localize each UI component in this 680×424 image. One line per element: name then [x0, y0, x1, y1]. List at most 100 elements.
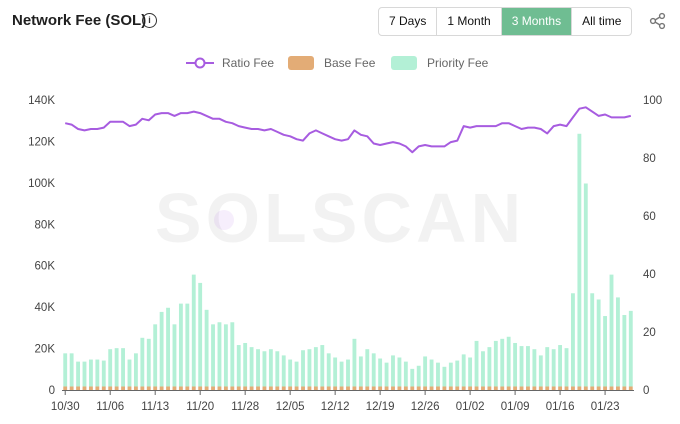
legend-item-base-fee[interactable]: Base Fee [288, 52, 375, 74]
base-fee-bar[interactable] [532, 386, 537, 390]
priority-fee-bar[interactable] [294, 361, 299, 387]
priority-fee-bar[interactable] [513, 342, 518, 387]
priority-fee-bar[interactable] [236, 345, 241, 387]
priority-fee-bar[interactable] [397, 357, 402, 387]
priority-fee-bar[interactable] [429, 359, 434, 387]
priority-fee-bar[interactable] [616, 297, 620, 387]
base-fee-bar[interactable] [358, 386, 363, 390]
base-fee-bar[interactable] [500, 386, 505, 390]
priority-fee-bar[interactable] [468, 357, 473, 387]
priority-fee-bar[interactable] [230, 322, 235, 387]
priority-fee-bar[interactable] [281, 355, 286, 387]
base-fee-bar[interactable] [545, 386, 550, 390]
priority-fee-bar[interactable] [185, 303, 190, 387]
priority-fee-bar[interactable] [313, 347, 318, 387]
base-fee-bar[interactable] [223, 386, 228, 390]
priority-fee-bar[interactable] [178, 303, 183, 387]
base-fee-bar[interactable] [609, 386, 614, 390]
priority-fee-bar[interactable] [217, 322, 222, 387]
base-fee-bar[interactable] [185, 386, 190, 390]
priority-fee-bar[interactable] [436, 362, 440, 387]
priority-fee-bar[interactable] [82, 361, 87, 387]
priority-fee-bar[interactable] [114, 348, 119, 387]
priority-fee-bar[interactable] [378, 358, 383, 387]
priority-fee-bar[interactable] [301, 350, 305, 387]
priority-fee-bar[interactable] [69, 353, 74, 387]
base-fee-bar[interactable] [403, 386, 408, 390]
priority-fee-bar[interactable] [211, 324, 215, 387]
range-7-days-button[interactable]: 7 Days [379, 8, 438, 35]
priority-fee-bar[interactable] [153, 324, 158, 387]
priority-fee-bar[interactable] [571, 293, 575, 387]
range-all-time-button[interactable]: All time [582, 14, 622, 28]
priority-fee-bar[interactable] [346, 359, 350, 387]
base-fee-bar[interactable] [468, 386, 473, 390]
priority-fee-bar[interactable] [577, 133, 582, 387]
legend-item-priority-fee[interactable]: Priority Fee [391, 52, 488, 74]
priority-fee-bar[interactable] [191, 274, 196, 387]
base-fee-bar[interactable] [313, 386, 318, 390]
priority-fee-bar[interactable] [146, 338, 151, 387]
priority-fee-bar[interactable] [506, 336, 511, 387]
priority-fee-bar[interactable] [159, 311, 164, 387]
priority-fee-bar[interactable] [551, 349, 556, 387]
base-fee-bar[interactable] [474, 386, 479, 390]
priority-fee-bar[interactable] [384, 362, 389, 387]
priority-fee-bar[interactable] [442, 366, 447, 387]
priority-fee-bar[interactable] [339, 361, 344, 387]
priority-fee-bar[interactable] [365, 349, 370, 387]
base-fee-bar[interactable] [558, 386, 563, 390]
base-fee-bar[interactable] [448, 386, 453, 390]
base-fee-bar[interactable] [519, 386, 524, 390]
base-fee-bar[interactable] [243, 386, 248, 390]
base-fee-bar[interactable] [493, 386, 498, 390]
base-fee-bar[interactable] [294, 386, 299, 390]
base-fee-bar[interactable] [320, 386, 325, 390]
base-fee-bar[interactable] [217, 386, 222, 390]
base-fee-bar[interactable] [230, 386, 235, 390]
priority-fee-bar[interactable] [590, 293, 595, 387]
base-fee-bar[interactable] [114, 386, 119, 390]
priority-fee-bar[interactable] [95, 359, 100, 387]
base-fee-bar[interactable] [622, 386, 627, 390]
range-1-month-button[interactable]: 1 Month [437, 8, 502, 35]
priority-fee-bar[interactable] [76, 361, 80, 387]
base-fee-bar[interactable] [455, 386, 460, 390]
priority-fee-bar[interactable] [448, 362, 453, 387]
base-fee-bar[interactable] [333, 386, 338, 390]
priority-fee-bar[interactable] [88, 359, 93, 387]
base-fee-bar[interactable] [416, 386, 421, 390]
base-fee-bar[interactable] [153, 386, 158, 390]
base-fee-bar[interactable] [275, 386, 280, 390]
base-fee-bar[interactable] [410, 386, 415, 390]
base-fee-bar[interactable] [506, 386, 511, 390]
base-fee-bar[interactable] [429, 386, 434, 390]
base-fee-bar[interactable] [326, 386, 331, 390]
base-fee-bar[interactable] [101, 386, 106, 390]
priority-fee-bar[interactable] [320, 345, 325, 387]
priority-fee-bar[interactable] [493, 340, 498, 387]
base-fee-bar[interactable] [365, 386, 370, 390]
priority-fee-bar[interactable] [127, 359, 132, 387]
base-fee-bar[interactable] [551, 386, 556, 390]
base-fee-bar[interactable] [526, 386, 530, 390]
priority-fee-bar[interactable] [500, 338, 505, 387]
priority-fee-bar[interactable] [391, 355, 395, 387]
base-fee-bar[interactable] [538, 386, 543, 390]
priority-fee-bar[interactable] [140, 337, 145, 387]
priority-fee-bar[interactable] [455, 360, 460, 387]
base-fee-bar[interactable] [281, 386, 286, 390]
base-fee-bar[interactable] [268, 386, 273, 390]
base-fee-bar[interactable] [127, 386, 132, 390]
priority-fee-bar[interactable] [628, 310, 633, 387]
base-fee-bar[interactable] [76, 386, 80, 390]
base-fee-bar[interactable] [204, 386, 209, 390]
base-fee-bar[interactable] [596, 386, 601, 390]
priority-fee-bar[interactable] [166, 307, 170, 387]
priority-fee-bar[interactable] [603, 316, 608, 387]
base-fee-bar[interactable] [198, 386, 203, 390]
base-fee-bar[interactable] [256, 386, 260, 390]
priority-fee-bar[interactable] [333, 357, 338, 387]
priority-fee-bar[interactable] [519, 346, 524, 387]
priority-fee-bar[interactable] [108, 349, 113, 387]
